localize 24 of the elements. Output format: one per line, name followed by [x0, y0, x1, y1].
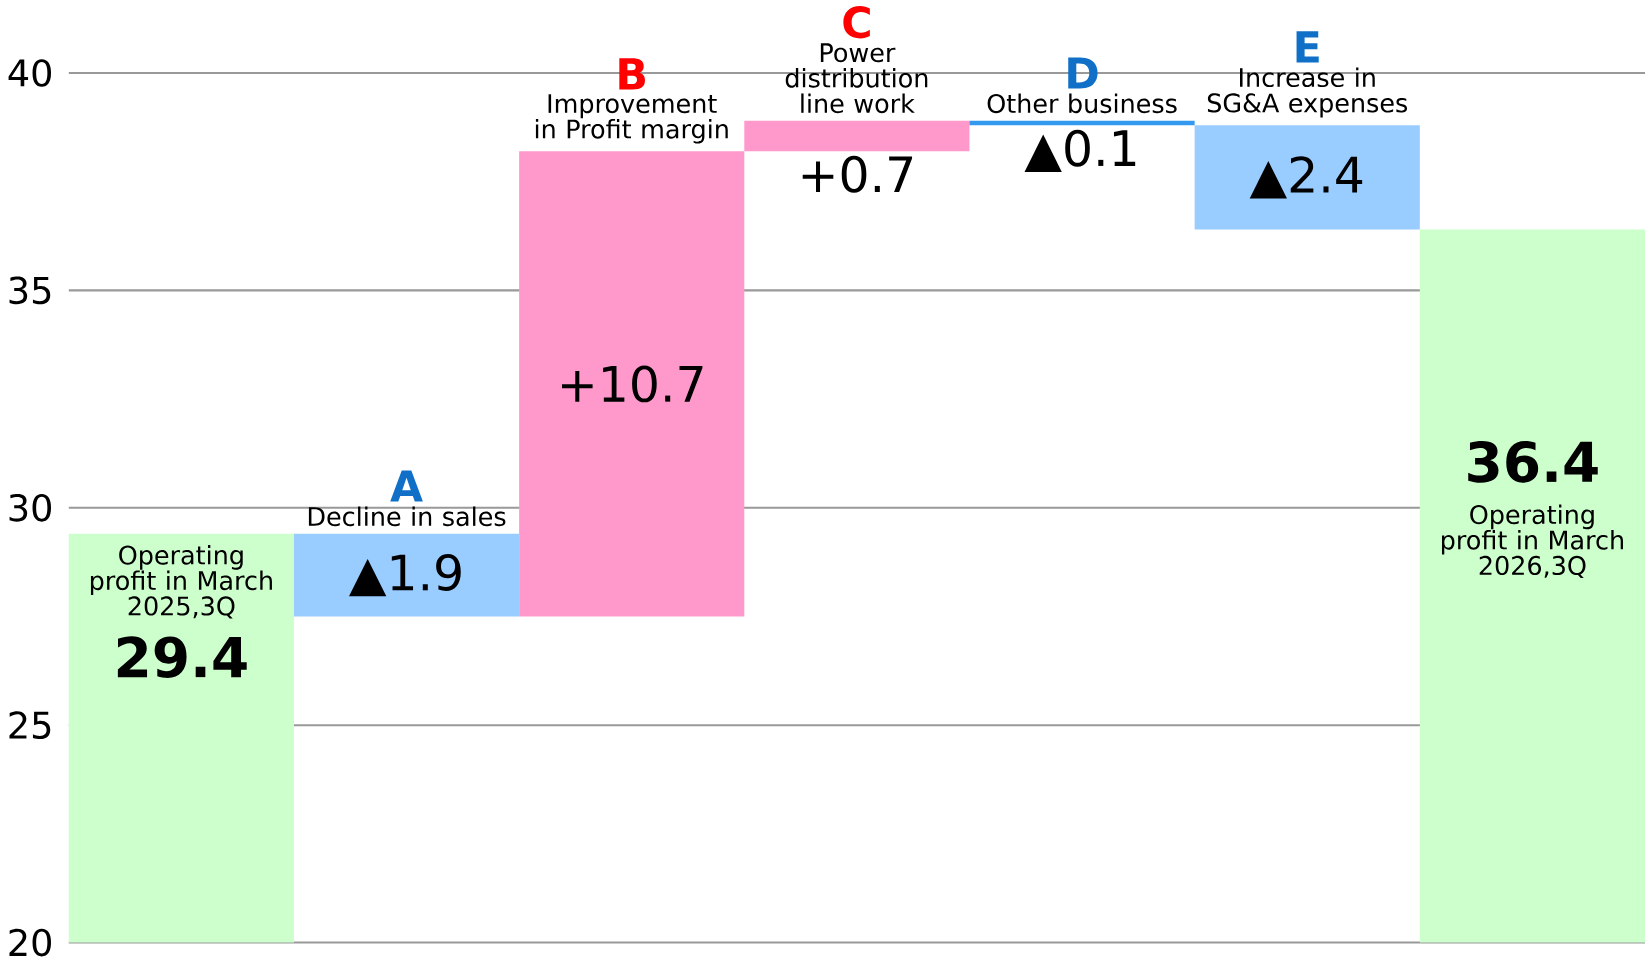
data-label: 36.4: [1468, 440, 1598, 483]
annotation: D: [1068, 57, 1098, 89]
annotation: Operating profit in March 2026,3Q: [1441, 504, 1623, 578]
data-label: ▲0.1: [1024, 129, 1136, 172]
y-tick-label: 25: [9, 711, 51, 739]
y-tick-label: 30: [9, 493, 51, 522]
y-tick-label: 20: [9, 928, 51, 957]
data-label: +0.7: [802, 155, 913, 193]
data-label: +10.7: [562, 365, 703, 403]
y-tick-label: 35: [9, 276, 51, 305]
y-tick-label: 40: [8, 58, 51, 87]
text: C: [843, 5, 870, 39]
annotation: Decline in sales: [308, 506, 506, 527]
data-label: 29.4: [117, 636, 247, 678]
text: E: [1296, 31, 1319, 63]
data-label: ▲2.4: [1249, 156, 1363, 199]
annotation: Improvement in Profit margin: [535, 94, 728, 144]
annotation: Increase in SG&A expenses: [1207, 67, 1408, 118]
data-label: ▲1.9: [349, 553, 461, 597]
annotation: Power distribution line work: [785, 43, 928, 113]
annotation: Other business: [987, 93, 1177, 113]
annotation: A: [390, 470, 423, 502]
annotation: Operating profit in March 2025,3Q: [90, 544, 272, 619]
annotation: B: [619, 58, 645, 90]
